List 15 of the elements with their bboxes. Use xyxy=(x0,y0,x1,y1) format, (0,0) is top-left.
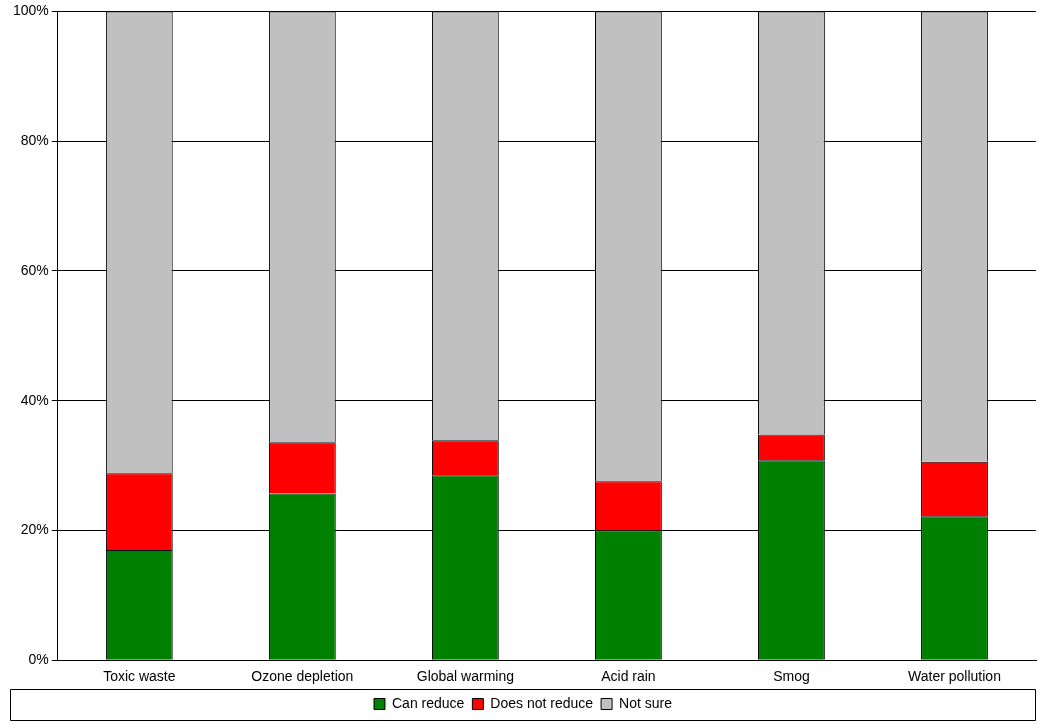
y-tick-label: 100% xyxy=(12,2,49,19)
y-tick-label: 20% xyxy=(20,521,49,538)
x-tick-label: Ozone depletion xyxy=(251,668,354,685)
x-tick-label: Water pollution xyxy=(908,668,1001,685)
x-tick-label: Acid rain xyxy=(601,668,656,685)
y-tick-label: 40% xyxy=(20,391,49,408)
y-tick-label: 0% xyxy=(28,651,49,668)
x-tick-label: Smog xyxy=(773,668,810,685)
legend-label: Does not reduce xyxy=(490,694,594,711)
x-tick-label: Toxic waste xyxy=(103,668,176,685)
y-tick-label: 60% xyxy=(20,261,49,278)
legend-label: Not sure xyxy=(619,694,673,711)
x-tick-label: Global warming xyxy=(416,668,515,685)
y-tick-label: 80% xyxy=(20,132,49,149)
legend-label: Can reduce xyxy=(391,694,465,711)
